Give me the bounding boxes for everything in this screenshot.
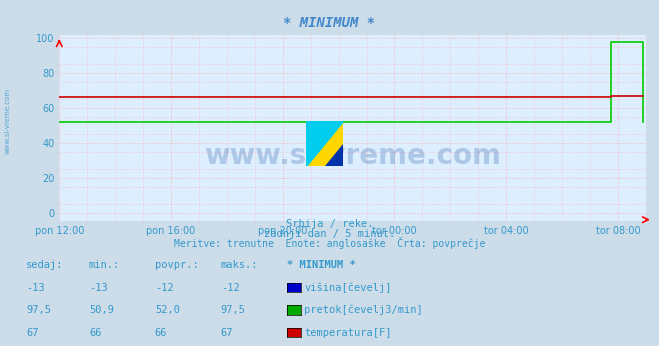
Text: 97,5: 97,5 <box>26 305 51 315</box>
Text: 52,0: 52,0 <box>155 305 180 315</box>
Polygon shape <box>306 121 343 166</box>
Text: 66: 66 <box>155 328 167 338</box>
Text: maks.:: maks.: <box>221 260 258 270</box>
Text: zadnji dan / 5 minut.: zadnji dan / 5 minut. <box>264 229 395 239</box>
Text: Srbija / reke.: Srbija / reke. <box>286 219 373 229</box>
Text: www.si-vreme.com: www.si-vreme.com <box>5 88 11 154</box>
Text: www.si-vreme.com: www.si-vreme.com <box>204 142 501 170</box>
Text: 66: 66 <box>89 328 101 338</box>
Text: povpr.:: povpr.: <box>155 260 198 270</box>
Text: 67: 67 <box>221 328 233 338</box>
Text: 67: 67 <box>26 328 39 338</box>
Polygon shape <box>325 144 343 166</box>
Text: -13: -13 <box>89 283 107 293</box>
Text: višina[čevelj]: višina[čevelj] <box>304 282 392 293</box>
Text: Meritve: trenutne  Enote: anglosaške  Črta: povprečje: Meritve: trenutne Enote: anglosaške Črta… <box>174 237 485 249</box>
Text: * MINIMUM *: * MINIMUM * <box>287 260 355 270</box>
Text: 97,5: 97,5 <box>221 305 246 315</box>
Text: temperatura[F]: temperatura[F] <box>304 328 392 338</box>
Text: -12: -12 <box>221 283 239 293</box>
Text: 50,9: 50,9 <box>89 305 114 315</box>
Text: pretok[čevelj3/min]: pretok[čevelj3/min] <box>304 304 423 315</box>
Text: sedaj:: sedaj: <box>26 260 64 270</box>
Text: -13: -13 <box>26 283 45 293</box>
Text: * MINIMUM *: * MINIMUM * <box>283 16 376 29</box>
Polygon shape <box>306 121 343 166</box>
Text: -12: -12 <box>155 283 173 293</box>
Text: min.:: min.: <box>89 260 120 270</box>
